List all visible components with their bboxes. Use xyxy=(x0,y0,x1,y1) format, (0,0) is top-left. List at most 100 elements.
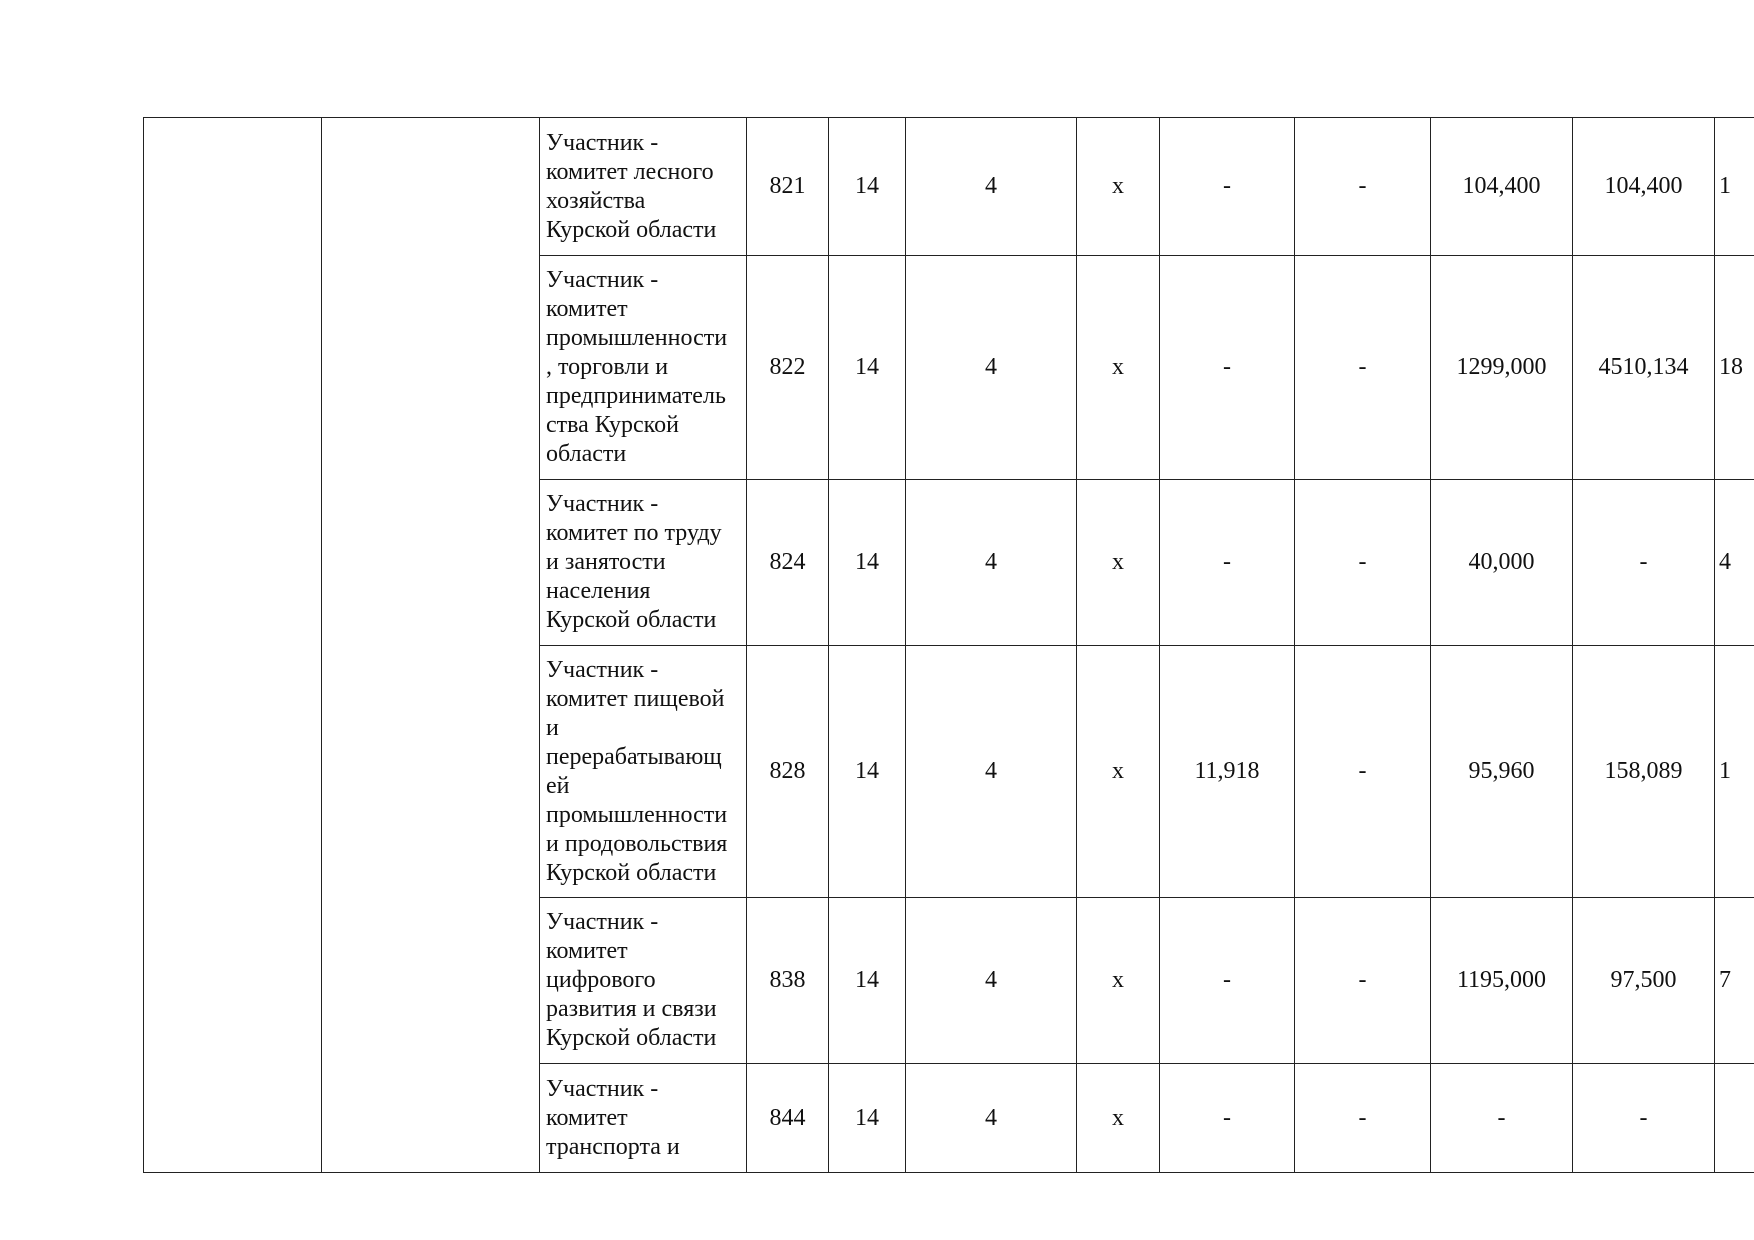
value-cell: - xyxy=(1159,1063,1295,1173)
value-cell: 7 xyxy=(1714,897,1754,1064)
value-cell: 4 xyxy=(905,1063,1077,1173)
value-cell: - xyxy=(1294,645,1431,898)
participant-line: и продовольствия xyxy=(546,830,728,857)
value-cell: 4 xyxy=(1714,479,1754,646)
value-cell: 40,000 xyxy=(1430,479,1573,646)
participant-line: комитет пищевой xyxy=(546,685,725,712)
value-cell: 4510,134 xyxy=(1572,255,1715,480)
value-cell: x xyxy=(1076,645,1160,898)
value-cell: - xyxy=(1572,1063,1715,1173)
value-cell: 11,918 xyxy=(1159,645,1295,898)
value-cell: 4 xyxy=(905,479,1077,646)
value-cell: 158,089 xyxy=(1572,645,1715,898)
participant-cell: Участник - комитет пищевой и перерабатывающ… xyxy=(539,645,747,898)
participant-line: транспорта и xyxy=(546,1133,680,1160)
participant-line: Курской области xyxy=(546,216,717,243)
value-cell: 104,400 xyxy=(1572,117,1715,256)
value-cell: 4 xyxy=(905,255,1077,480)
participant-line: перерабатывающ xyxy=(546,743,722,770)
value-cell: 4 xyxy=(905,645,1077,898)
value-cell: - xyxy=(1294,1063,1431,1173)
participant-line: комитет xyxy=(546,296,628,322)
value-cell: x xyxy=(1076,255,1160,480)
value-cell: 844 xyxy=(746,1063,829,1173)
participant-line: Курской области xyxy=(546,1025,717,1051)
participant-cell: Участник - комитет лесного хозяйства Курско… xyxy=(539,117,747,256)
participant-line: Участник - xyxy=(546,491,659,517)
value-cell: 14 xyxy=(828,255,906,480)
value-cell: 1 xyxy=(1714,117,1754,256)
participant-line: промышленности xyxy=(546,801,728,828)
participant-line: предприниматель xyxy=(546,383,726,409)
participant-line: комитет по труду xyxy=(546,520,722,546)
budget-table: Участник - комитет лесного хозяйства Курско… xyxy=(143,117,1754,1173)
value-cell: 18 xyxy=(1714,255,1754,480)
participant-line: , торговли и xyxy=(546,354,669,380)
participant-line: комитет xyxy=(546,938,628,964)
table-row: Участник - комитет пищевой и перерабатывающ… xyxy=(144,645,1754,898)
value-cell: 838 xyxy=(746,897,829,1064)
participant-cell: Участник - комитет по труду и занятости нас… xyxy=(539,479,747,646)
participant-line: комитет лесного xyxy=(546,158,714,185)
participant-cell: Участник - комитет промышленности , торговл… xyxy=(539,255,747,480)
participant-line: Участник - xyxy=(546,1075,659,1102)
value-cell: x xyxy=(1076,479,1160,646)
value-cell: - xyxy=(1159,117,1295,256)
value-cell: 104,400 xyxy=(1430,117,1573,256)
value-cell: - xyxy=(1159,897,1295,1064)
value-cell: - xyxy=(1294,255,1431,480)
participant-line: области xyxy=(546,441,627,467)
participant-line: Участник - xyxy=(546,129,659,156)
participant-line: и xyxy=(546,714,559,741)
value-cell: 828 xyxy=(746,645,829,898)
value-cell: 1195,000 xyxy=(1430,897,1573,1064)
participant-line: развития и связи xyxy=(546,996,717,1022)
participant-line: хозяйства xyxy=(546,187,646,214)
merged-cell xyxy=(321,117,540,1173)
merged-cell xyxy=(143,117,322,1173)
value-cell: 1299,000 xyxy=(1430,255,1573,480)
value-cell: x xyxy=(1076,897,1160,1064)
value-cell: 824 xyxy=(746,479,829,646)
value-cell: 1 xyxy=(1714,645,1754,898)
value-cell: 4 xyxy=(905,897,1077,1064)
value-cell: 14 xyxy=(828,897,906,1064)
table-row: Участник - комитет промышленности , торговл… xyxy=(144,255,1754,480)
table-row: Участник - комитет транспорта и 844 14 4 x - - - - xyxy=(144,1063,1754,1173)
participant-line: комитет xyxy=(546,1104,628,1131)
value-cell: x xyxy=(1076,1063,1160,1173)
table-row: Участник - комитет цифрового развития и свя… xyxy=(144,897,1754,1064)
participant-line: промышленности xyxy=(546,325,728,351)
value-cell: 821 xyxy=(746,117,829,256)
value-cell: - xyxy=(1159,479,1295,646)
value-cell: 14 xyxy=(828,117,906,256)
value-cell: 95,960 xyxy=(1430,645,1573,898)
value-cell: - xyxy=(1294,479,1431,646)
empty-cell xyxy=(1714,1063,1754,1173)
participant-line: Курской области xyxy=(546,859,717,886)
value-cell: 822 xyxy=(746,255,829,480)
value-cell: 97,500 xyxy=(1572,897,1715,1064)
participant-line: ства Курской xyxy=(546,412,679,438)
value-cell: 14 xyxy=(828,479,906,646)
value-cell: - xyxy=(1572,479,1715,646)
value-cell: - xyxy=(1430,1063,1573,1173)
value-cell: x xyxy=(1076,117,1160,256)
participant-line: и занятости xyxy=(546,549,666,575)
value-cell: - xyxy=(1294,117,1431,256)
participant-cell: Участник - комитет цифрового развития и свя… xyxy=(539,897,747,1064)
value-cell: - xyxy=(1294,897,1431,1064)
participant-line: Участник - xyxy=(546,909,659,935)
value-cell: - xyxy=(1159,255,1295,480)
participant-line: Участник - xyxy=(546,656,659,683)
participant-line: населения xyxy=(546,578,651,604)
table-row: Участник - комитет по труду и занятости нас… xyxy=(144,479,1754,646)
value-cell: 4 xyxy=(905,117,1077,256)
table-row: Участник - комитет лесного хозяйства Курско… xyxy=(143,117,1754,1173)
participant-line: Курской области xyxy=(546,607,717,633)
value-cell: 14 xyxy=(828,1063,906,1173)
value-cell: 14 xyxy=(828,645,906,898)
participant-cell: Участник - комитет транспорта и xyxy=(539,1063,747,1173)
participant-line: цифрового xyxy=(546,967,656,993)
